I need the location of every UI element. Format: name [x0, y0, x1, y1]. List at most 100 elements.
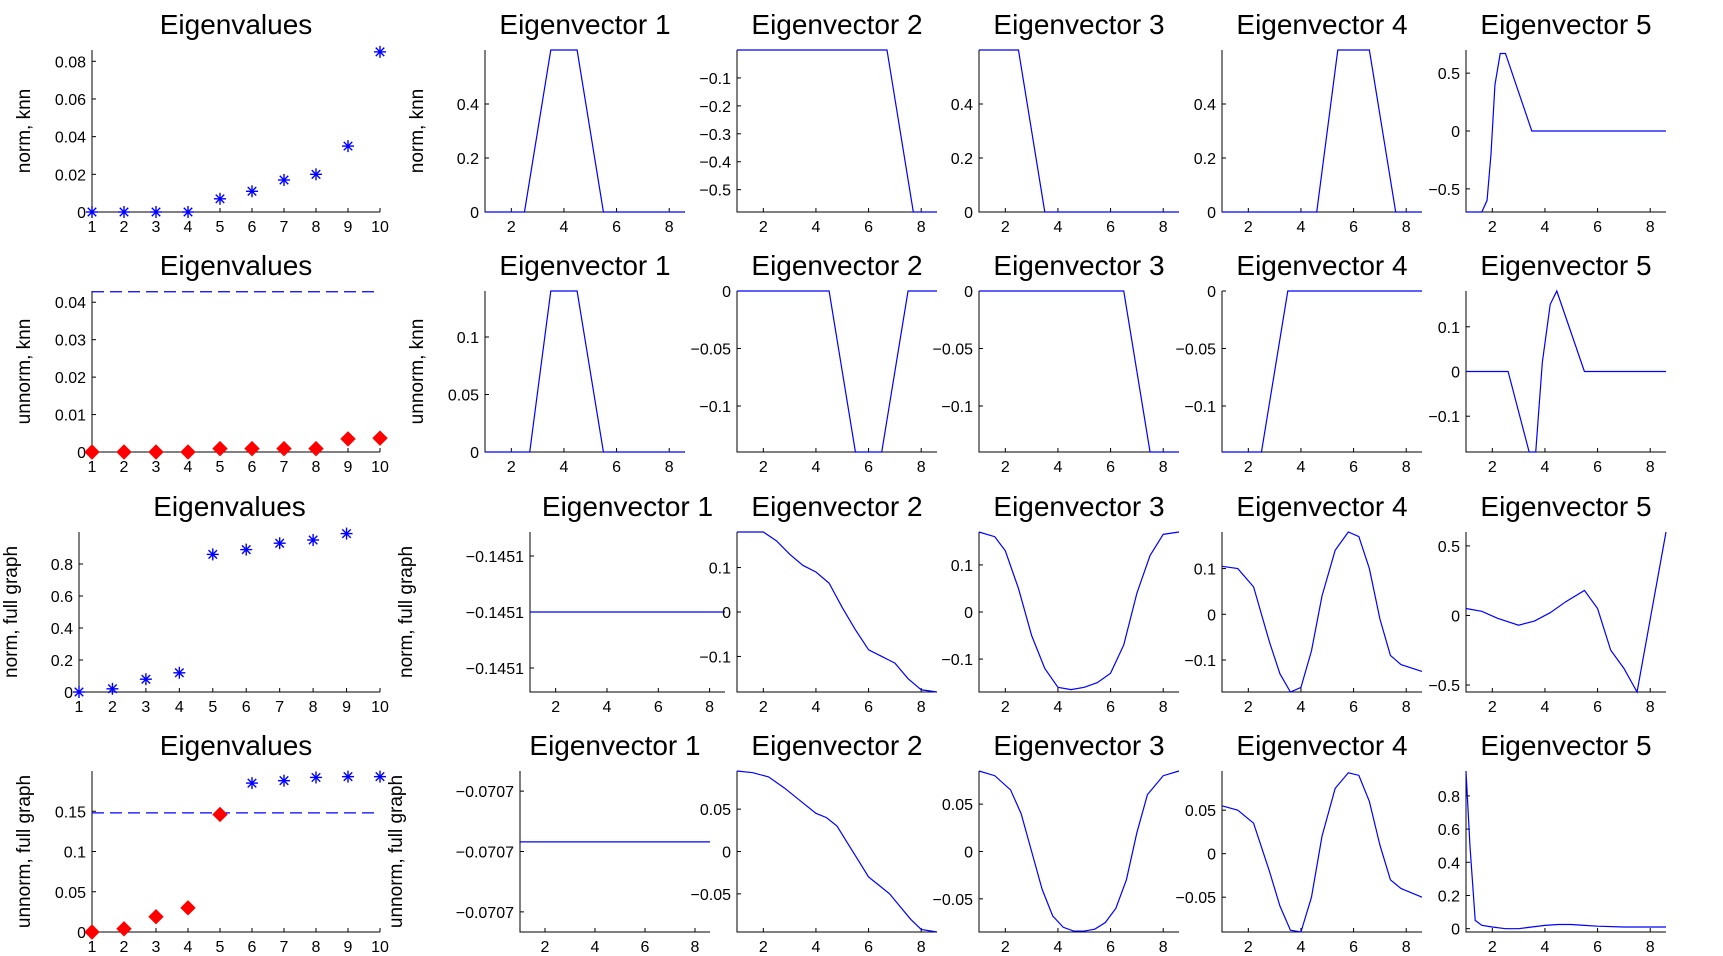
panel-title: Eigenvector 4	[1236, 491, 1407, 522]
panel-title: Eigenvector 5	[1480, 730, 1651, 761]
data-point-star	[86, 206, 98, 218]
y-tick-label: 0	[1207, 607, 1216, 624]
x-tick-label: 3	[141, 699, 150, 716]
panel-title: Eigenvalues	[160, 9, 313, 40]
axes	[1221, 532, 1422, 693]
y-tick-label: −0.5	[1428, 678, 1460, 695]
x-tick-label: 7	[280, 219, 289, 236]
y-axis-label: norm, full graph	[1, 546, 22, 678]
series-line	[485, 290, 685, 453]
x-tick-label: 4	[184, 219, 193, 236]
panel-r1c1: Eigenvector 1 norm, knn 2 4 6 8 0 0.2 0.4	[407, 9, 685, 236]
x-tick-label: 2	[120, 939, 129, 956]
y-axis-label: norm, knn	[407, 89, 428, 173]
x-tick-label: 4	[811, 699, 820, 716]
y-tick-label: 0.2	[1194, 151, 1216, 168]
y-tick-label: 0	[722, 605, 731, 622]
x-tick-label: 2	[1244, 699, 1253, 716]
y-tick-label: −0.3	[699, 127, 731, 144]
y-tick-label: −0.05	[691, 887, 732, 904]
axes	[484, 50, 685, 213]
panel-r2c0: Eigenvalues unnorm, knn 1 2 3 4 5 6 7 8 9 10 0 0.01 0.…	[14, 250, 389, 476]
x-tick-label: 6	[1349, 459, 1358, 476]
y-tick-label: 0.6	[51, 589, 73, 606]
y-tick-label: 0.02	[55, 167, 86, 184]
data-point-star	[310, 168, 322, 181]
panel-title: Eigenvector 1	[499, 9, 670, 40]
y-tick-label: −0.0707	[456, 845, 514, 862]
data-point-diamond	[180, 900, 196, 916]
y-tick-label: 0.04	[55, 295, 86, 312]
panel-r1c4: Eigenvector 4 2 4 6 8 0 0.2 0.4	[1194, 9, 1422, 236]
x-tick-label: 6	[864, 699, 873, 716]
y-tick-label: 0.2	[951, 151, 973, 168]
x-tick-label: 6	[1349, 699, 1358, 716]
axes	[978, 291, 1179, 453]
y-tick-label: 0.05	[700, 802, 731, 819]
axes	[978, 532, 1179, 693]
y-tick-label: −0.0707	[456, 784, 514, 801]
y-tick-label: −0.1451	[466, 605, 524, 622]
y-tick-label: 0	[77, 205, 86, 222]
series-line	[737, 531, 938, 693]
x-tick-label: 4	[1053, 939, 1062, 956]
axes	[1465, 771, 1666, 933]
data-point-diamond	[148, 908, 164, 925]
y-tick-label: 0	[77, 925, 86, 942]
panel-title: Eigenvector 4	[1236, 730, 1407, 761]
panel-r1c2: Eigenvector 2 2 4 6 8 −0.5 −0.4 −0.3 −0.2 −0.1	[699, 9, 937, 236]
x-tick-label: 6	[1106, 939, 1115, 956]
panel-r4c4: Eigenvector 4 2 4 6 8 −0.05 0 0.05	[1176, 730, 1423, 956]
x-tick-label: 4	[1540, 219, 1549, 236]
y-tick-label: −0.1	[941, 399, 973, 416]
series-line	[978, 531, 1180, 691]
series-line	[737, 290, 937, 453]
data-point-star	[273, 537, 286, 550]
series-line	[1221, 772, 1423, 933]
x-tick-label: 8	[1402, 699, 1411, 716]
x-tick-label: 8	[917, 699, 926, 716]
data-point-diamond	[212, 806, 228, 823]
x-tick-label: 6	[612, 459, 621, 476]
x-tick-label: 8	[1159, 219, 1168, 236]
axes	[978, 771, 1179, 933]
x-tick-label: 8	[665, 459, 674, 476]
data-point-star	[342, 140, 354, 153]
x-tick-label: 6	[248, 459, 257, 476]
panel-r4c5: Eigenvector 5 2 4 6 8 0 0.2 0.4 0.6 0.8	[1438, 730, 1666, 956]
x-tick-label: 2	[759, 219, 768, 236]
y-axis-label: norm, full graph	[396, 546, 417, 678]
axes	[91, 50, 380, 213]
panel-title: Eigenvector 2	[751, 491, 922, 522]
y-tick-label: 0.08	[55, 54, 86, 71]
x-tick-label: 10	[371, 219, 389, 236]
y-tick-label: 0.01	[55, 408, 86, 425]
y-tick-label: 0	[964, 605, 973, 622]
panel-title: Eigenvalues	[160, 250, 313, 281]
x-tick-label: 3	[152, 219, 161, 236]
data-point-diamond	[84, 924, 100, 940]
x-tick-label: 6	[864, 219, 873, 236]
y-tick-label: −0.1	[699, 649, 731, 666]
panel-title: Eigenvector 5	[1480, 250, 1651, 281]
x-tick-label: 2	[759, 939, 768, 956]
x-tick-label: 8	[1402, 459, 1411, 476]
x-tick-label: 2	[108, 699, 117, 716]
x-tick-label: 9	[344, 939, 353, 956]
x-tick-label: 6	[242, 699, 251, 716]
y-axis-label: unnorm, full graph	[14, 775, 35, 928]
y-tick-label: −0.1	[699, 71, 731, 88]
data-point-diamond	[244, 440, 260, 457]
series-line	[978, 770, 1180, 932]
series-line	[1222, 49, 1422, 213]
y-tick-label: 0.1	[64, 845, 86, 862]
y-tick-label: 0	[1451, 922, 1460, 939]
y-tick-label: −0.05	[933, 892, 974, 909]
data-point-diamond	[340, 431, 356, 447]
y-tick-label: 0	[1451, 365, 1460, 382]
x-tick-label: 2	[1001, 939, 1010, 956]
y-tick-label: 0.2	[51, 653, 73, 670]
panel-r2c5: Eigenvector 5 2 4 6 8 −0.1 0 0.1	[1428, 250, 1666, 476]
y-tick-label: 0.1	[1194, 562, 1216, 579]
x-tick-label: 1	[88, 459, 97, 476]
